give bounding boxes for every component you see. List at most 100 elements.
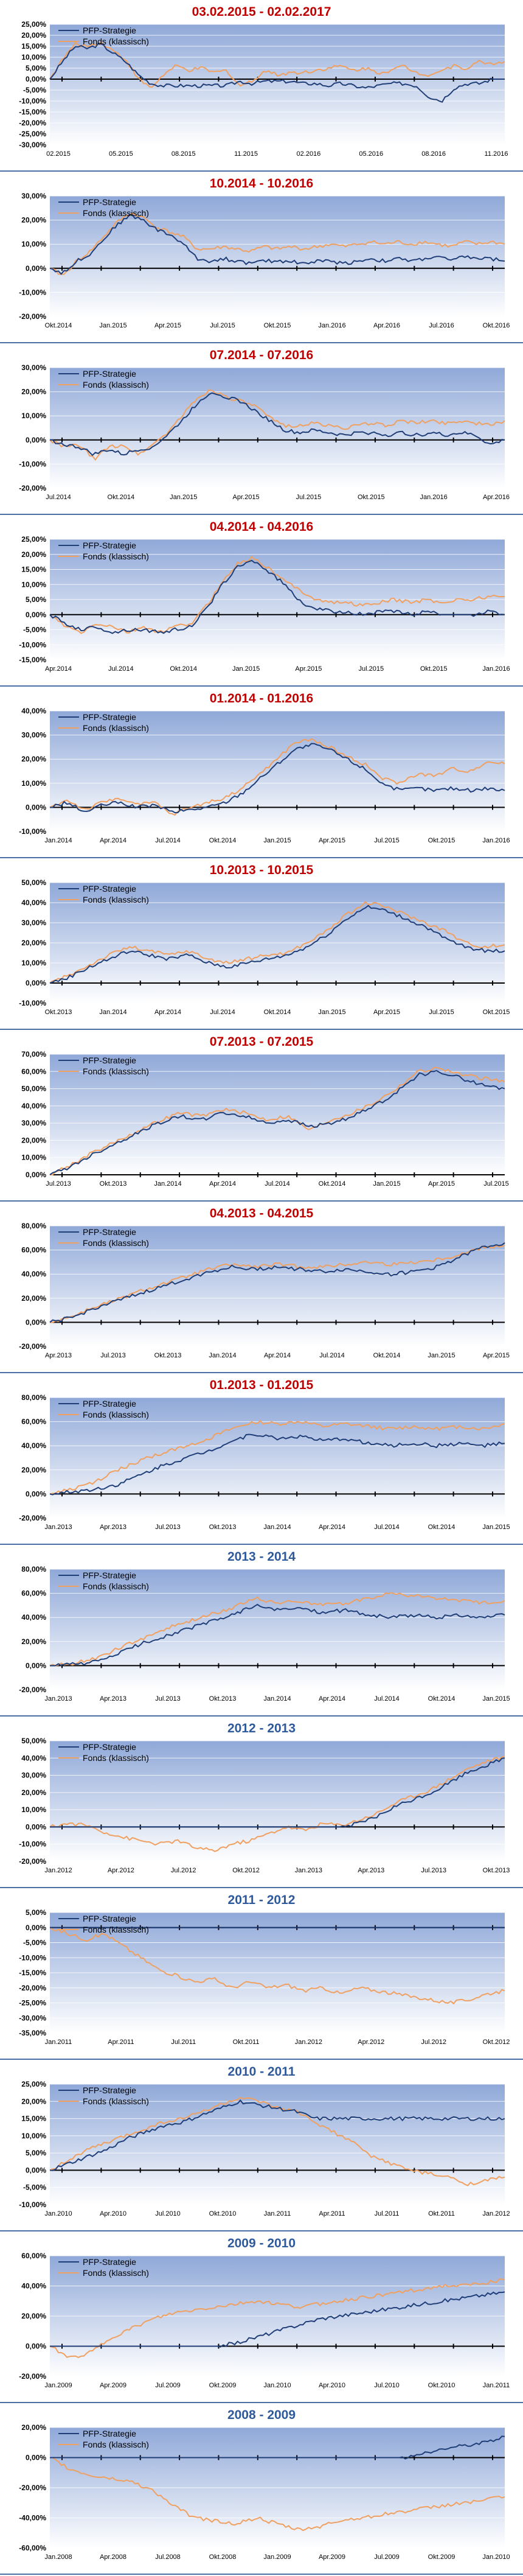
y-tick-label: 30,00% xyxy=(21,192,46,200)
plot-area xyxy=(50,711,505,831)
legend-label-fonds-klassisch: Fonds (klassisch) xyxy=(83,2440,149,2449)
y-tick-label: 40,00% xyxy=(21,2282,46,2291)
y-tick-label: 20,00% xyxy=(21,550,46,559)
series-line-fonds-klassisch xyxy=(49,1419,505,1495)
legend-label-pfp-strategie: PFP-Strategie xyxy=(83,1914,136,1923)
x-tick-label: Okt.2015 xyxy=(358,494,385,501)
chart-title: 2011 - 2012 xyxy=(227,1893,296,1907)
y-tick-label: -60,00% xyxy=(19,2544,46,2552)
x-tick-label: Apr.2015 xyxy=(428,1180,455,1188)
y-tick-label: 80,00% xyxy=(21,1393,46,1402)
y-tick-label: -20,00% xyxy=(19,2372,46,2381)
x-tick-label: Jan.2013 xyxy=(295,1867,322,1874)
y-tick-label: 0,00% xyxy=(26,611,46,619)
chart-title: 10.2014 - 10.2016 xyxy=(209,177,314,191)
y-tick-label: 40,00% xyxy=(21,1754,46,1762)
line-chart: 80,00%60,00%40,00%20,00%0,00%-20,00%Jan.… xyxy=(19,1565,510,1703)
series-line-pfp-strategie xyxy=(49,905,505,984)
y-tick-label: 50,00% xyxy=(21,1085,46,1093)
legend-label-fonds-klassisch: Fonds (klassisch) xyxy=(83,380,149,390)
x-tick-label: Apr.2008 xyxy=(100,2553,126,2561)
line-chart: 70,00% 60,00% 50,00% 40,00% 30,00% 20,00% 10,0… xyxy=(21,1050,509,1188)
x-tick-label: 02.2016 xyxy=(297,150,321,158)
line-chart: 20,00% 0,00% -20,00% -40,00% -60,00%Jan.2008… xyxy=(19,2423,510,2561)
series-line-fonds-klassisch xyxy=(49,389,505,461)
x-tick-label: Okt.2014 xyxy=(319,1180,346,1188)
y-tick-label: -10,00% xyxy=(19,288,46,296)
series-line-fonds-klassisch xyxy=(49,1592,505,1667)
x-tick-label: Jul.2009 xyxy=(374,2553,400,2561)
x-tick-label: Jul.2015 xyxy=(483,1180,509,1188)
x-tick-label: Apr.2013 xyxy=(45,1352,72,1359)
series-line-fonds-klassisch xyxy=(49,738,505,816)
y-tick-label: -10,00% xyxy=(19,460,46,468)
x-tick-label: Jan.2014 xyxy=(154,1180,181,1188)
x-tick-label: Okt.2015 xyxy=(483,1009,510,1016)
x-tick-label: Jan.2011 xyxy=(483,2382,510,2389)
x-tick-label: Jan.2013 xyxy=(44,1695,72,1703)
x-tick-label: Apr.2014 xyxy=(264,1352,291,1359)
chart-title: 03.02.2015 - 02.02.2017 xyxy=(192,5,331,19)
x-tick-label: Jan.2016 xyxy=(318,322,345,329)
chart-panel: 03.02.2015 - 02.02.2017 25,00% 20,00% 15,00… xyxy=(0,0,523,172)
chart-panel: 10.2013 - 10.2015 50,00% 40,00% 30,00% 20,00… xyxy=(0,858,523,1030)
x-tick-label: Apr.2014 xyxy=(209,1180,236,1188)
x-tick-label: Jan.2014 xyxy=(99,1009,126,1016)
y-tick-label: 10,00% xyxy=(21,411,46,420)
y-tick-label: 50,00% xyxy=(21,878,46,887)
y-tick-label: -5,00% xyxy=(23,86,46,94)
x-tick-label: Jan.2016 xyxy=(482,837,510,844)
x-tick-label: Jan.2010 xyxy=(44,2210,72,2217)
x-tick-label: Jul.2013 xyxy=(100,1352,126,1359)
y-tick-label: 60,00% xyxy=(21,1246,46,1255)
y-tick-label: -10,00% xyxy=(19,827,46,836)
x-tick-label: Jan.2015 xyxy=(482,1695,510,1703)
chart-panel: 2013 - 2014 80,00% 60,00% 40,00% 20,00% 0,00%… xyxy=(0,1545,523,1717)
legend-label-fonds-klassisch: Fonds (klassisch) xyxy=(83,551,149,561)
chart-panel: 2012 - 2013 50,00% 40,00% 30,00% 20,00% 10,00… xyxy=(0,1717,523,1888)
x-tick-label: Apr.2016 xyxy=(373,322,400,329)
x-tick-label: Jul.2014 xyxy=(265,1180,290,1188)
x-tick-label: Apr.2014 xyxy=(154,1009,181,1016)
series-line-fonds-klassisch xyxy=(49,901,505,984)
y-tick-label: 0,00% xyxy=(26,1822,46,1831)
x-tick-label: Jul.2013 xyxy=(155,1695,181,1703)
y-tick-label: 60,00% xyxy=(21,1589,46,1598)
legend-label-pfp-strategie: PFP-Strategie xyxy=(83,2257,136,2267)
x-tick-label: Apr.2011 xyxy=(108,2039,134,2046)
y-tick-label: 10,00% xyxy=(21,2132,46,2140)
y-tick-label: 10,00% xyxy=(21,1805,46,1814)
legend-label-fonds-klassisch: Fonds (klassisch) xyxy=(83,2268,149,2278)
x-tick-label: Jul.2013 xyxy=(421,1867,446,1874)
x-tick-label: Jan.2013 xyxy=(44,1524,72,1531)
y-tick-label: -20,00% xyxy=(19,312,46,321)
y-tick-label: 20,00% xyxy=(21,939,46,947)
x-tick-label: 08.2015 xyxy=(171,150,196,158)
y-tick-label: -15,00% xyxy=(19,108,46,116)
x-tick-label: Jul.2013 xyxy=(155,1524,181,1531)
line-chart: 80,00%60,00%40,00%20,00%0,00%-20,00%Apr.… xyxy=(19,1222,510,1359)
y-tick-label: 20,00% xyxy=(21,755,46,763)
x-tick-label: Jan.2012 xyxy=(295,2039,322,2046)
y-tick-label: 10,00% xyxy=(21,779,46,788)
series-line-pfp-strategie xyxy=(49,743,505,814)
y-tick-label: 5,00% xyxy=(26,2149,46,2157)
x-tick-label: Okt.2016 xyxy=(483,322,510,329)
y-tick-label: 40,00% xyxy=(21,1613,46,1622)
x-tick-label: Jan.2008 xyxy=(44,2553,72,2561)
series-line-pfp-strategie xyxy=(50,2291,505,2348)
x-tick-label: Jan.2016 xyxy=(482,665,510,673)
x-tick-label: Jan.2016 xyxy=(420,494,448,501)
y-tick-label: 0,00% xyxy=(26,1318,46,1326)
y-tick-label: -20,00% xyxy=(19,119,46,127)
chart-panel: 01.2014 - 01.2016 40,00% 30,00% 20,00% 10,00… xyxy=(0,687,523,858)
x-tick-label: Apr.2015 xyxy=(154,322,181,329)
x-tick-label: Okt.2010 xyxy=(209,2210,237,2217)
y-tick-label: 20,00% xyxy=(21,2097,46,2105)
